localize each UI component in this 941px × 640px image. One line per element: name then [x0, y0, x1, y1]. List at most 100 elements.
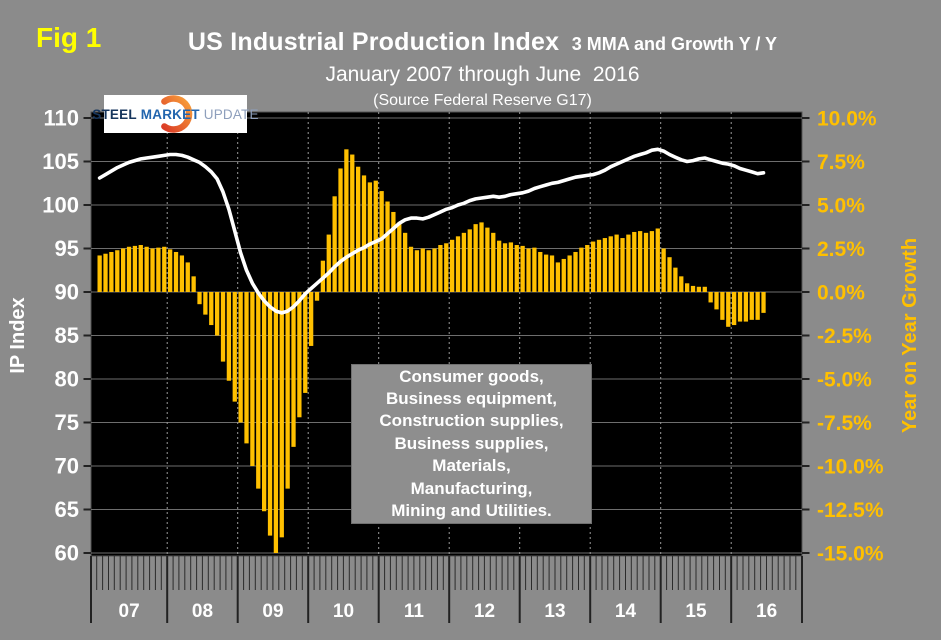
growth-bar	[702, 286, 707, 292]
growth-bar	[561, 258, 566, 292]
growth-bar	[414, 250, 420, 292]
growth-bar	[661, 248, 666, 292]
growth-bar	[132, 245, 138, 292]
growth-bar	[309, 292, 314, 346]
growth-bar	[361, 175, 367, 292]
growth-bar	[285, 292, 290, 489]
annotation-line: Manufacturing,	[410, 478, 533, 498]
growth-bar	[291, 292, 296, 447]
annotation-line: Mining and Utilities.	[391, 501, 552, 521]
left-axis-tick-label: 60	[55, 541, 79, 566]
growth-bar	[138, 245, 143, 292]
growth-bar	[632, 231, 637, 292]
growth-bar	[726, 292, 731, 327]
growth-bar	[473, 224, 478, 292]
growth-bar	[532, 247, 537, 292]
left-axis-tick-label: 85	[55, 323, 79, 348]
growth-bar	[755, 292, 760, 320]
growth-bar	[426, 250, 431, 292]
growth-bar	[732, 292, 737, 326]
growth-bar	[614, 234, 619, 292]
growth-bar	[690, 285, 696, 292]
growth-bar	[479, 222, 484, 292]
logo-text: STEEL MARKET UPDATE	[92, 95, 258, 133]
right-axis-tick-label: 7.5%	[817, 151, 865, 174]
chart-title-suffix: 3 MMA and Growth Y / Y	[571, 34, 778, 54]
growth-bar	[520, 245, 525, 292]
growth-bar	[602, 238, 608, 292]
figure-label: Fig 1	[36, 22, 102, 53]
right-axis-tick-label: 2.5%	[817, 238, 865, 261]
growth-bar	[297, 292, 302, 418]
growth-bar	[273, 292, 279, 553]
growth-bar	[215, 292, 220, 336]
growth-bar	[97, 255, 102, 292]
growth-bar	[303, 292, 308, 393]
growth-bar	[232, 292, 237, 402]
growth-bar	[679, 276, 684, 292]
growth-bar	[743, 292, 749, 322]
growth-bar	[461, 232, 467, 292]
steel-market-update-logo: STEEL MARKET UPDATE	[92, 95, 259, 133]
growth-bar	[121, 248, 126, 292]
growth-bar	[544, 254, 549, 292]
growth-bar	[438, 245, 443, 292]
growth-bar	[397, 222, 402, 292]
x-axis-year-label: 13	[544, 601, 565, 622]
growth-bar	[567, 255, 572, 292]
growth-bar	[203, 292, 208, 315]
chart-title-main: US Industrial Production Index	[187, 28, 560, 56]
growth-bar	[403, 232, 408, 292]
growth-bar	[467, 229, 472, 292]
right-axis-tick-label: -15.0%	[817, 543, 884, 566]
growth-bar	[585, 245, 590, 292]
growth-bar	[708, 292, 713, 303]
left-axis-tick-label: 105	[42, 149, 79, 174]
growth-bar	[649, 231, 655, 292]
growth-bar	[385, 201, 390, 292]
growth-bar	[197, 292, 202, 305]
growth-bar	[508, 242, 514, 292]
growth-bar	[179, 255, 185, 292]
x-axis-year-label: 11	[404, 601, 425, 622]
growth-bar	[761, 292, 766, 313]
growth-bar	[714, 292, 719, 310]
growth-bar	[432, 248, 437, 292]
growth-bar	[226, 292, 232, 381]
growth-bar	[391, 211, 396, 292]
growth-bar	[279, 292, 284, 538]
chart-title: US Industrial Production Index 3 MMA and…	[60, 28, 905, 57]
growth-bar	[538, 251, 543, 292]
x-axis-year-label: 15	[685, 601, 707, 622]
left-axis-tick-label: 70	[55, 454, 79, 479]
growth-bar	[332, 196, 337, 292]
left-axis-tick-label: 65	[55, 497, 79, 522]
growth-bar	[655, 228, 660, 292]
left-axis-tick-label: 95	[55, 236, 79, 261]
ip-index-line	[97, 147, 766, 315]
growth-bar	[485, 227, 490, 292]
growth-bar	[373, 180, 378, 292]
x-axis-year-label: 10	[333, 601, 354, 622]
growth-bar	[638, 231, 643, 292]
right-axis-tick-label: -5.0%	[817, 369, 872, 392]
growth-bar	[314, 292, 320, 301]
growth-bar	[344, 149, 349, 292]
x-axis-year-label: 16	[756, 601, 777, 622]
axis-tick-marks	[83, 117, 810, 623]
growth-bar	[696, 286, 702, 292]
right-axis-tick-label: 5.0%	[817, 195, 865, 218]
annotation-line: Consumer goods,	[399, 366, 544, 386]
right-axis-tick-label: -12.5%	[817, 499, 884, 522]
growth-bar	[262, 292, 267, 512]
left-axis-tick-label: 80	[55, 367, 79, 392]
annotation-line: Construction supplies,	[379, 411, 564, 431]
growth-bar	[408, 246, 414, 292]
growth-bar	[144, 246, 149, 292]
growth-bar	[620, 238, 625, 292]
growth-bar	[608, 236, 613, 292]
left-axis-tick-label: 75	[55, 410, 79, 435]
growth-bar	[549, 255, 555, 292]
growth-bar	[209, 292, 214, 326]
growth-bar	[115, 250, 120, 292]
